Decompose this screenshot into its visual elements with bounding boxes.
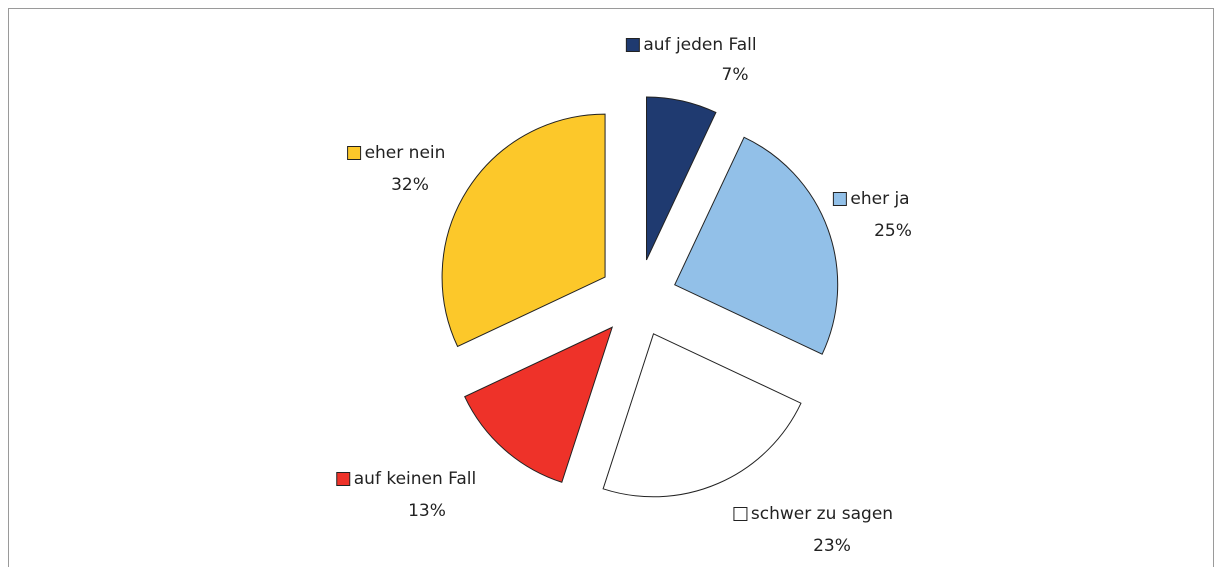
slice-value-label: 32% [391, 175, 429, 195]
legend-swatch [336, 472, 351, 486]
legend-swatch [347, 146, 362, 160]
legend-swatch [733, 507, 748, 521]
slice-value-label: 7% [722, 65, 749, 85]
frame [8, 8, 1214, 567]
pie-slice [646, 96, 717, 261]
slice-value-label: 23% [813, 536, 851, 556]
slice-label: eher nein [365, 143, 446, 163]
legend-swatch [832, 192, 847, 206]
pie-slice [602, 333, 802, 498]
slice-label: schwer zu sagen [751, 504, 893, 524]
slice-value-label: 25% [874, 221, 912, 241]
slice-label: auf jeden Fall [643, 35, 756, 55]
slice-label: auf keinen Fall [354, 469, 477, 489]
slice-label: eher ja [850, 189, 909, 209]
slice-value-label: 13% [408, 501, 446, 521]
pie-slice [674, 136, 839, 355]
pie-slice [464, 326, 614, 483]
pie-slice [441, 113, 606, 348]
legend-swatch [625, 38, 640, 52]
